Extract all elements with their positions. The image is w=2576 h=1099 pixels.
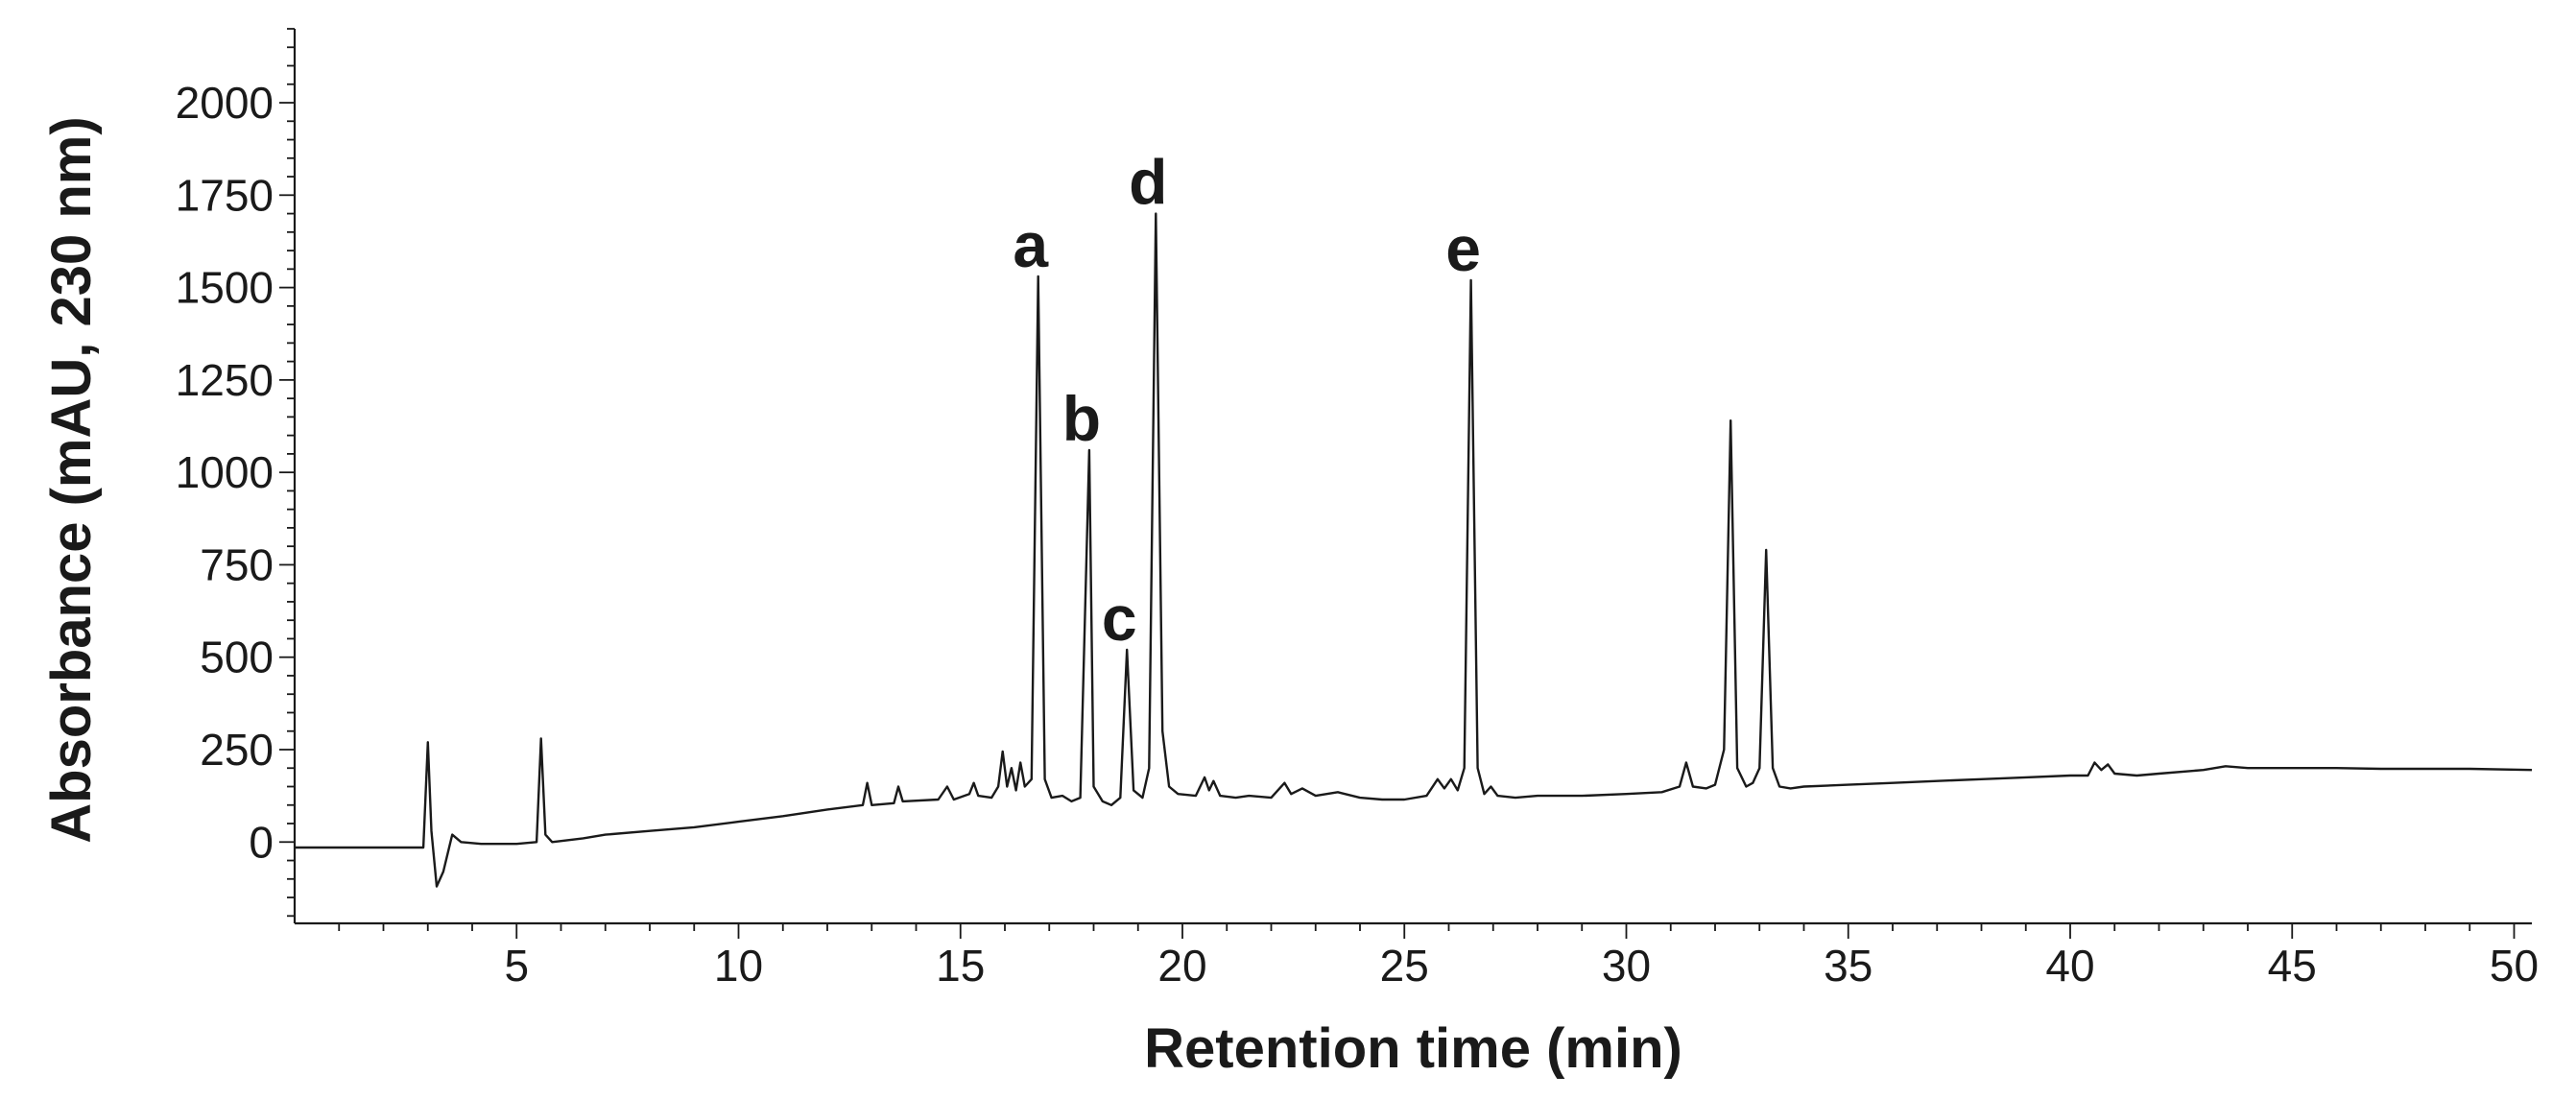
y-tick-label: 2000 (176, 78, 274, 128)
peak-labels: a b c d e (1013, 147, 1481, 654)
x-tick-label: 5 (504, 941, 529, 991)
x-tick-label: 35 (1824, 941, 1872, 991)
x-tick-label: 40 (2045, 941, 2094, 991)
y-tick-labels: 0 250 500 750 1000 1250 1500 1750 2000 (176, 78, 274, 867)
x-tick-labels: 5 10 15 20 25 30 35 40 45 50 (504, 941, 2539, 991)
y-tick-label: 750 (200, 539, 274, 589)
peak-label-d: d (1129, 147, 1167, 218)
peak-label-a: a (1013, 209, 1049, 280)
x-tick-label: 20 (1157, 941, 1206, 991)
peak-label-c: c (1102, 583, 1137, 654)
y-tick-label: 0 (249, 817, 274, 867)
x-tick-label: 50 (2490, 941, 2539, 991)
x-tick-label: 10 (714, 941, 763, 991)
x-tick-label: 15 (936, 941, 985, 991)
x-tick-label: 45 (2268, 941, 2317, 991)
y-tick-label: 250 (200, 725, 274, 775)
y-tick-label: 1750 (176, 170, 274, 220)
y-axis-title: Absorbance (mAU, 230 nm) (40, 116, 103, 843)
y-tick-label: 1000 (176, 447, 274, 497)
minor-ticks (279, 28, 2516, 939)
x-tick-label: 30 (1602, 941, 1651, 991)
peak-label-e: e (1445, 213, 1481, 284)
chromatogram-trace (295, 212, 2533, 888)
y-tick-label: 1250 (176, 355, 274, 405)
x-axis-title: Retention time (min) (1144, 1017, 1682, 1080)
y-tick-label: 500 (200, 633, 274, 682)
x-tick-label: 25 (1380, 941, 1429, 991)
axes (293, 29, 2532, 925)
peak-label-b: b (1062, 383, 1101, 454)
y-tick-label: 1500 (176, 263, 274, 313)
